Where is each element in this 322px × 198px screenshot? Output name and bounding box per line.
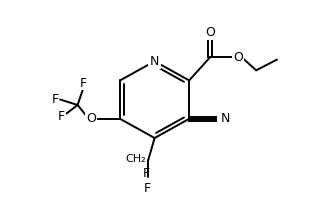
Text: O: O — [86, 112, 96, 125]
Text: O: O — [205, 26, 215, 39]
Text: F: F — [144, 182, 151, 195]
Text: F: F — [143, 167, 150, 180]
Text: N: N — [221, 112, 230, 125]
Text: O: O — [233, 51, 243, 64]
Text: F: F — [80, 77, 87, 90]
Text: CH₂: CH₂ — [126, 154, 147, 164]
Text: F: F — [52, 93, 59, 106]
Text: F: F — [58, 110, 65, 123]
Text: N: N — [150, 55, 159, 68]
